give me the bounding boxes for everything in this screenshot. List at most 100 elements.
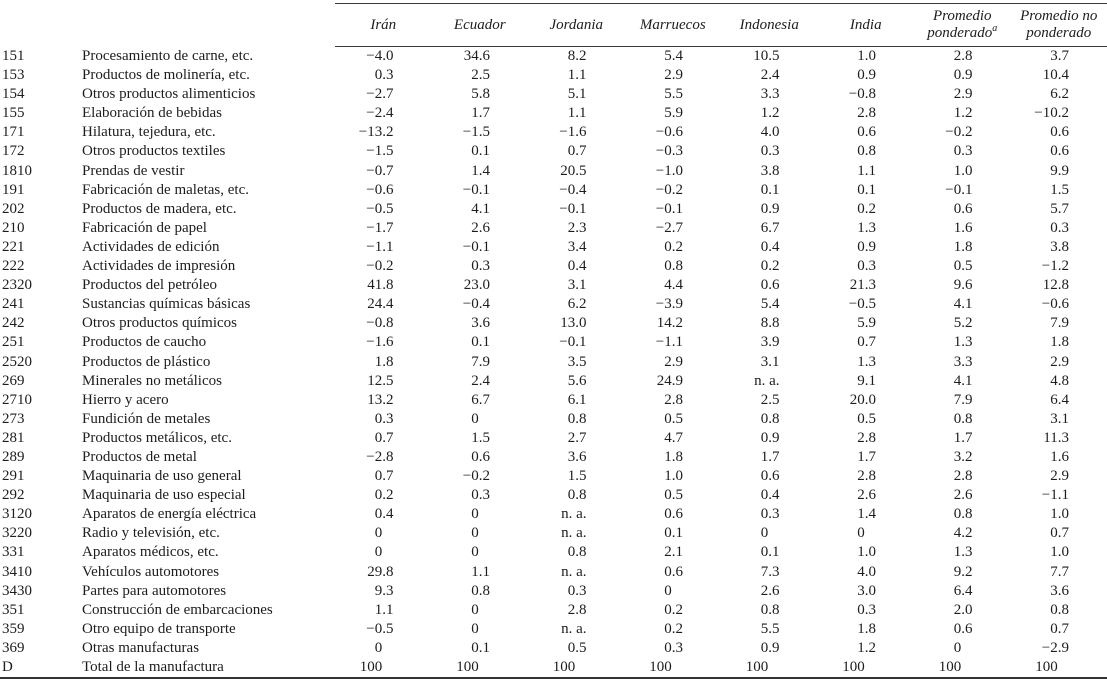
row-code: 281 xyxy=(2,429,25,446)
value-cell: 1.3 xyxy=(818,219,915,238)
value-cell: 0.1 xyxy=(625,524,722,543)
value-text: 0.6 xyxy=(664,506,683,523)
value-cell: 0.3 xyxy=(721,142,818,161)
value-cell: 7.3 xyxy=(721,563,818,582)
value-cell: 4.2 xyxy=(914,524,1011,543)
value-text: 6.4 xyxy=(953,582,973,599)
value-cell: 0.0 xyxy=(625,582,722,601)
value-cell: 0.7 xyxy=(818,333,915,352)
value-cell: −1.0 xyxy=(625,162,722,181)
value-text: 1.0 xyxy=(857,544,876,561)
row-name: Fundición de metales xyxy=(82,410,211,427)
row-code: 2320 xyxy=(2,277,32,294)
value-text: 4.4 xyxy=(664,277,683,294)
value-text: 3.6 xyxy=(567,448,587,465)
value-text: 0.3 xyxy=(471,258,490,275)
row-name: Productos de madera, etc. xyxy=(82,200,237,217)
row-name: Partes para automotores xyxy=(82,582,227,599)
table-body: 151 Procesamiento de carne, etc. −4.0 34.6 8… xyxy=(0,47,1107,680)
value-text: 3.9 xyxy=(760,334,780,351)
value-text: 5.9 xyxy=(664,105,683,122)
value-text: n. a. xyxy=(754,372,780,389)
value-text: 23.0 xyxy=(463,277,490,294)
value-text: 1.2 xyxy=(760,105,780,122)
value-cell: 100.0 xyxy=(914,658,1011,680)
value-cell: 11.3 xyxy=(1011,429,1107,448)
value-text: 0.1 xyxy=(471,639,490,656)
value-text: 1.8 xyxy=(857,620,876,637)
value-text: 2.8 xyxy=(953,468,973,485)
value-text: 2.0 xyxy=(953,601,973,618)
value-cell: 2.9 xyxy=(914,85,1011,104)
table-row: 359 Otro equipo de transporte −0.5 0.0 n. a.… xyxy=(0,620,1107,639)
value-text: 2.8 xyxy=(857,105,876,122)
value-text: −1.6 xyxy=(559,124,587,141)
value-text: 1.0 xyxy=(1050,544,1069,561)
value-cell: 2.6 xyxy=(914,486,1011,505)
value-text: 0.5 xyxy=(567,639,587,656)
value-text: 1.8 xyxy=(953,238,973,255)
value-text: 0.1 xyxy=(664,525,683,542)
value-text: 5.9 xyxy=(857,315,876,332)
value-text: −3.9 xyxy=(655,296,683,313)
value-cell: −2.9 xyxy=(1011,639,1107,658)
value-text: 2.9 xyxy=(664,67,683,84)
value-cell: 0.3 xyxy=(625,639,722,658)
value-cell: 2.8 xyxy=(528,601,625,620)
value-text: 0.9 xyxy=(857,67,876,84)
value-text: 0.9 xyxy=(953,67,973,84)
value-cell: 3.6 xyxy=(432,314,529,333)
value-text: 0 xyxy=(857,525,865,542)
value-cell: 0.4 xyxy=(721,238,818,257)
value-text: 6.1 xyxy=(567,391,587,408)
value-text: 0 xyxy=(471,544,479,561)
value-cell: 3.3 xyxy=(721,85,818,104)
value-cell: 6.2 xyxy=(528,295,625,314)
row-name: Procesamiento de carne, etc. xyxy=(82,47,254,64)
value-cell: 0.0 xyxy=(432,505,529,524)
value-cell: −0.7 xyxy=(335,162,432,181)
value-cell: −0.1 xyxy=(432,238,529,257)
value-text: 0.8 xyxy=(567,487,587,504)
value-text: 0.3 xyxy=(857,258,876,275)
value-cell: 0.4 xyxy=(721,486,818,505)
value-cell: 100.0 xyxy=(721,658,818,680)
value-text: 13.2 xyxy=(367,391,394,408)
value-cell: 0.4 xyxy=(528,257,625,276)
value-cell: 0.0 xyxy=(335,543,432,562)
row-code: 202 xyxy=(2,200,25,217)
value-cell: 0.8 xyxy=(818,142,915,161)
value-cell: −2.7 xyxy=(335,85,432,104)
value-cell: 0.6 xyxy=(721,467,818,486)
value-text: 1.7 xyxy=(857,448,876,465)
value-cell: −1.1 xyxy=(625,333,722,352)
value-cell: 4.8 xyxy=(1011,372,1107,391)
value-text: −0.5 xyxy=(848,296,876,313)
row-name: Productos de plástico xyxy=(82,353,211,370)
value-text: 0.2 xyxy=(664,620,683,637)
value-text: 1.3 xyxy=(953,544,973,561)
value-cell: 10.4 xyxy=(1011,66,1107,85)
value-cell: −0.5 xyxy=(818,295,915,314)
column-header: India xyxy=(817,3,914,47)
value-cell: 12.8 xyxy=(1011,276,1107,295)
value-cell: 24.4 xyxy=(335,295,432,314)
value-cell: 6.4 xyxy=(914,582,1011,601)
value-cell: 1.8 xyxy=(625,448,722,467)
value-cell: 13.0 xyxy=(528,314,625,333)
value-text: −0.5 xyxy=(366,620,394,637)
value-text: −1.7 xyxy=(366,219,394,236)
value-text: 0.4 xyxy=(760,487,780,504)
value-cell: 5.5 xyxy=(721,620,818,639)
value-text: 0 xyxy=(664,582,672,599)
value-text: 0.6 xyxy=(471,448,490,465)
value-text: 1.3 xyxy=(857,353,876,370)
value-text: 1.8 xyxy=(1050,334,1069,351)
row-code: 359 xyxy=(2,620,25,637)
value-cell: 0.7 xyxy=(1011,620,1107,639)
value-text: 3.6 xyxy=(471,315,490,332)
value-text: 0.8 xyxy=(760,601,780,618)
value-text: 2.6 xyxy=(760,582,780,599)
value-text: 41.8 xyxy=(367,277,394,294)
